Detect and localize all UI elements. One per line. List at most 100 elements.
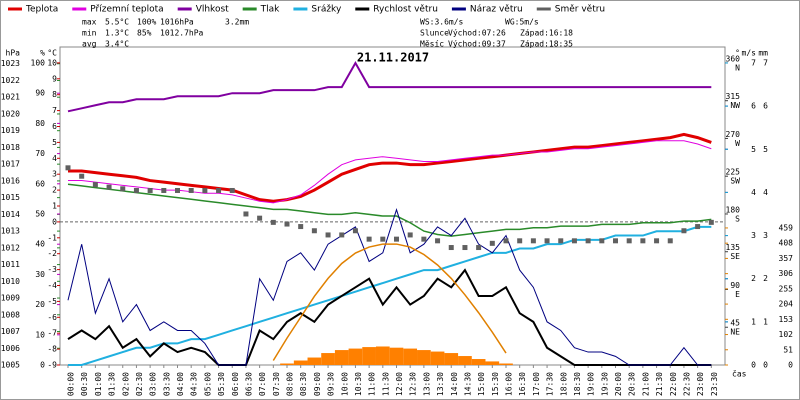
series-line — [67, 60, 712, 113]
y-tick-label: 0 — [40, 361, 45, 370]
x-tick-label: 20:30 — [628, 372, 637, 396]
y-tick-label: 1 — [751, 317, 756, 326]
x-tick-label: 22:00 — [669, 372, 678, 396]
y-tick-label: 3 — [52, 170, 57, 179]
stat: 1012.7hPa — [160, 29, 204, 38]
y-tick-label: 306 — [779, 269, 794, 278]
direction-point — [558, 238, 564, 244]
x-tick-label: 00:30 — [80, 372, 89, 396]
y-tick-label: 0 — [788, 361, 793, 370]
direction-point — [298, 224, 304, 230]
y-tick-label: -8 — [47, 345, 57, 354]
direction-point — [544, 238, 550, 244]
direction-point — [133, 187, 139, 193]
stat: min — [82, 29, 97, 38]
x-tick-label: 14:30 — [463, 372, 472, 396]
direction-point — [147, 187, 153, 193]
y-tick-label: 1018 — [1, 143, 20, 152]
stat: 100% — [137, 18, 156, 27]
y-tick-label: 10 — [47, 58, 57, 67]
x-tick-label: 04:00 — [176, 372, 185, 396]
y-tick-label: 0 — [763, 361, 768, 370]
direction-point — [667, 238, 673, 244]
x-tick-label: 12:00 — [395, 372, 404, 396]
info: WG:5m/s — [505, 18, 539, 27]
legend-label: Teplota — [25, 5, 58, 15]
direction-point — [708, 219, 714, 225]
y-tick-label: 270 — [726, 130, 741, 139]
info: Západ:16:18 — [520, 29, 573, 38]
y-tick-label: 40 — [35, 240, 45, 249]
x-tick-label: 21:00 — [641, 372, 650, 396]
direction-point — [695, 224, 701, 230]
y-tick-label: 1012 — [1, 243, 20, 252]
x-tick-label: 11:30 — [381, 372, 390, 396]
direction-point — [599, 238, 605, 244]
direction-point — [161, 187, 167, 193]
stat: 3.2mm — [225, 18, 249, 27]
y-tick-label: 1013 — [1, 227, 20, 236]
x-tick-label: 01:00 — [94, 372, 103, 396]
legend-label: Náraz větru — [470, 5, 523, 15]
x-tick-label: 16:00 — [505, 372, 514, 396]
x-tick-label: 22:30 — [682, 372, 691, 396]
x-tick-label: 03:30 — [162, 372, 171, 396]
y-tick-label: -4 — [47, 281, 57, 290]
direction-point — [106, 184, 112, 190]
axis-unit: hPa — [6, 49, 21, 58]
y-tick-label: NW — [730, 101, 740, 110]
info: Východ:07:26 — [448, 29, 506, 38]
y-tick-label: 1 — [52, 202, 57, 211]
y-tick-label: 1016 — [1, 176, 20, 185]
x-tick-label: 14:00 — [450, 372, 459, 396]
y-tick-label: 90 — [730, 281, 740, 290]
y-tick-label: 1006 — [1, 344, 20, 353]
direction-point — [421, 236, 427, 242]
y-tick-label: 90 — [35, 89, 45, 98]
y-tick-label: 1009 — [1, 294, 20, 303]
y-tick-label: 360 — [726, 54, 741, 63]
x-tick-label: 08:30 — [299, 372, 308, 396]
direction-point — [92, 182, 98, 188]
direction-point — [571, 238, 577, 244]
x-tick-label: 01:30 — [108, 372, 117, 396]
x-tick-label: 05:00 — [203, 372, 212, 396]
direction-point — [503, 238, 509, 244]
y-tick-label: 20 — [35, 300, 45, 309]
direction-point — [65, 165, 71, 171]
direction-point — [626, 238, 632, 244]
direction-point — [681, 228, 687, 234]
stat: 85% — [137, 29, 152, 38]
direction-point — [448, 245, 454, 251]
x-tick-label: 18:00 — [559, 372, 568, 396]
y-tick-label: 408 — [779, 239, 794, 248]
legend-label: Přízemní teplota — [90, 5, 163, 15]
stat: max — [82, 18, 97, 27]
series-line — [68, 132, 712, 203]
x-tick-label: 13:00 — [422, 372, 431, 396]
y-tick-label: 315 — [726, 92, 741, 101]
y-tick-label: 6 — [751, 102, 756, 111]
y-tick-label: 1021 — [1, 93, 20, 102]
y-tick-label: 7 — [751, 58, 756, 67]
y-tick-label: 51 — [783, 345, 793, 354]
x-tick-label: 09:30 — [327, 372, 336, 396]
direction-point — [585, 238, 591, 244]
info: Západ:18:35 — [520, 40, 573, 49]
y-tick-label: 45 — [730, 319, 740, 328]
direction-point — [394, 236, 399, 242]
stat: avg — [82, 40, 97, 49]
series-line — [67, 183, 712, 237]
direction-point — [216, 187, 222, 193]
y-tick-label: -2 — [47, 249, 57, 258]
direction-point — [175, 187, 180, 193]
solar-bar — [458, 356, 472, 365]
y-tick-label: 5 — [763, 145, 768, 154]
axis-unit: ° — [735, 49, 740, 58]
y-tick-label: SE — [730, 252, 740, 261]
y-tick-label: 135 — [726, 243, 741, 252]
y-tick-label: -6 — [47, 313, 57, 322]
x-tick-label: 13:30 — [436, 372, 445, 396]
